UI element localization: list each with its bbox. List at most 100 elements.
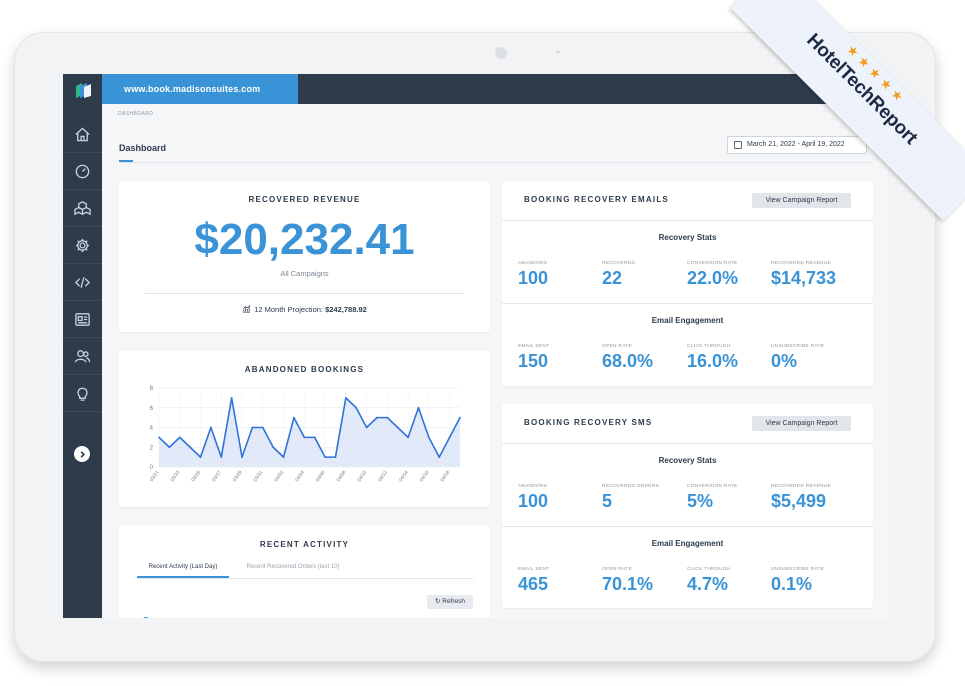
data-point xyxy=(158,436,160,439)
abandoned-bookings-title: ABANDONED BOOKINGS xyxy=(244,365,365,374)
stat-value: $5,499 xyxy=(771,491,827,511)
revenue-divider xyxy=(145,293,464,294)
data-point xyxy=(365,426,368,429)
recovered-revenue-subtitle: All Campaigns xyxy=(280,269,329,278)
code-icon xyxy=(74,276,91,288)
refresh-button[interactable]: ↻ Refresh xyxy=(427,595,473,609)
stat-label: UNSUBSCRIBE RATE xyxy=(771,567,825,572)
series-area xyxy=(159,397,460,467)
y-tick-label: 2 xyxy=(150,445,154,451)
booking-recovery-emails-card: BOOKING RECOVERY EMAILS View Campaign Re… xyxy=(502,181,873,386)
active-tab-underline xyxy=(119,160,133,162)
x-tick-label: 03/23 xyxy=(170,469,182,483)
projection-label: 12 Month Projection: xyxy=(254,305,326,314)
stat-label: OPEN RATE xyxy=(602,344,633,349)
site-url[interactable]: www.book.madisonsuites.com xyxy=(102,74,298,104)
y-tick-label: 6 xyxy=(150,406,154,412)
x-tick-label: 04/04 xyxy=(294,469,306,483)
data-point xyxy=(293,416,295,419)
data-point xyxy=(230,396,233,399)
stat-open-rate: OPEN RATE 68.0% xyxy=(602,344,686,372)
data-point xyxy=(303,436,306,439)
award-ribbon: ★★★★★ HotelTechReport xyxy=(690,0,965,260)
tab-recent-activity[interactable]: Recent Activity (Last Day) xyxy=(148,564,218,570)
sensor-dot xyxy=(556,51,560,53)
data-point xyxy=(417,406,420,409)
title-divider xyxy=(119,162,871,163)
data-point xyxy=(407,436,410,439)
top-bar: www.book.madisonsuites.com xyxy=(102,74,888,104)
data-point xyxy=(178,436,181,439)
tab-recent-recovered-orders[interactable]: Recent Recovered Orders (last 10) xyxy=(246,564,340,570)
stat-click-through: CLICK THROUGH 4.7% xyxy=(687,567,771,595)
stat-label: RECOVERED xyxy=(602,261,636,266)
stat-label: ABANDONS xyxy=(518,484,548,489)
home-icon xyxy=(75,126,90,141)
gauge-icon xyxy=(75,164,90,178)
stat-abandons: ABANDONS 100 xyxy=(518,484,602,512)
stat-value: 100 xyxy=(518,268,549,288)
sidebar-item-home[interactable] xyxy=(63,116,102,153)
data-point xyxy=(241,456,243,459)
data-point xyxy=(355,406,358,409)
x-tick-label: 03/21 xyxy=(149,469,161,483)
logo-icon[interactable] xyxy=(72,80,94,102)
abandoned-bookings-chart: 0 2 4 6 8 03/21 03/23 03/25 03/27 03/29 03/31 04/02… xyxy=(149,386,461,483)
lightbulb-icon xyxy=(77,387,88,401)
recent-activity-card: RECENT ACTIVITY Recent Activity (Last Da… xyxy=(119,526,490,618)
card-divider xyxy=(502,526,873,527)
data-point xyxy=(459,416,461,419)
data-point xyxy=(386,416,389,419)
data-point xyxy=(209,426,212,429)
x-tick-label: 04/10 xyxy=(356,469,368,483)
sidebar-item-users[interactable] xyxy=(63,338,102,375)
data-point xyxy=(334,456,337,459)
stat-value: 22.0% xyxy=(687,268,739,288)
sidebar-item-settings[interactable] xyxy=(63,227,102,264)
x-tick-label: 04/12 xyxy=(377,469,389,483)
stat-unsubscribe-rate: UNSUBSCRIBE RATE 0% xyxy=(771,344,855,372)
stat-value: 70.1% xyxy=(602,574,654,594)
recovered-revenue-title: RECOVERED REVENUE xyxy=(248,195,361,204)
chevron-right-icon xyxy=(80,450,85,458)
sidebar-expand-button[interactable] xyxy=(74,446,90,462)
sidebar-item-dashboard[interactable] xyxy=(63,153,102,190)
x-tick-label: 03/31 xyxy=(253,469,265,483)
stat-click-through: CLICK THROUGH 16.0% xyxy=(687,344,771,372)
sidebar-item-reports[interactable] xyxy=(63,301,102,338)
stat-value: 68.0% xyxy=(602,351,654,371)
stat-value: 5 xyxy=(602,491,613,511)
stat-value: 0% xyxy=(771,351,798,371)
gear-icon xyxy=(75,238,90,252)
stat-conversion-rate: CONVERSION RATE 5% xyxy=(687,484,771,512)
card-divider xyxy=(502,443,873,444)
x-tick-label: 03/27 xyxy=(211,469,223,483)
sidebar-item-products[interactable] xyxy=(63,190,102,227)
activity-avatar xyxy=(141,617,151,618)
stat-value: 150 xyxy=(518,351,549,371)
sidebar-item-code[interactable] xyxy=(63,264,102,301)
stat-value: 0.1% xyxy=(771,574,813,594)
view-campaign-report-button[interactable]: View Campaign Report xyxy=(752,416,851,431)
refresh-icon: ↻ xyxy=(434,598,443,605)
y-tick-label: 4 xyxy=(150,426,154,432)
data-point xyxy=(376,416,378,419)
x-tick-label: 04/14 xyxy=(398,469,410,483)
page-title[interactable]: Dashboard xyxy=(119,143,167,153)
stat-label: OPEN RATE xyxy=(602,567,633,572)
sidebar xyxy=(63,74,102,618)
stat-recovered-orders: RECOVERED ORDERS 5 xyxy=(602,484,686,512)
data-point xyxy=(189,446,192,449)
stat-value: 22 xyxy=(602,268,623,288)
card-divider xyxy=(502,303,873,304)
stat-email-sent: EMAIL SENT 150 xyxy=(518,344,602,372)
x-tick-label: 04/16 xyxy=(419,469,431,483)
stat-label: CLICK THROUGH xyxy=(687,344,731,349)
stat-recovered-revenue: RECOVERED REVENUE $14,733 xyxy=(771,261,855,289)
tabs-divider xyxy=(137,578,474,579)
stat-label: UNSUBSCRIBE RATE xyxy=(771,344,825,349)
stat-open-rate: OPEN RATE 70.1% xyxy=(602,567,686,595)
date-range-picker[interactable]: March 21, 2022 - April 19, 2022 xyxy=(727,136,867,154)
sidebar-item-ideas[interactable] xyxy=(63,375,102,412)
view-campaign-report-button[interactable]: View Campaign Report xyxy=(752,193,851,208)
